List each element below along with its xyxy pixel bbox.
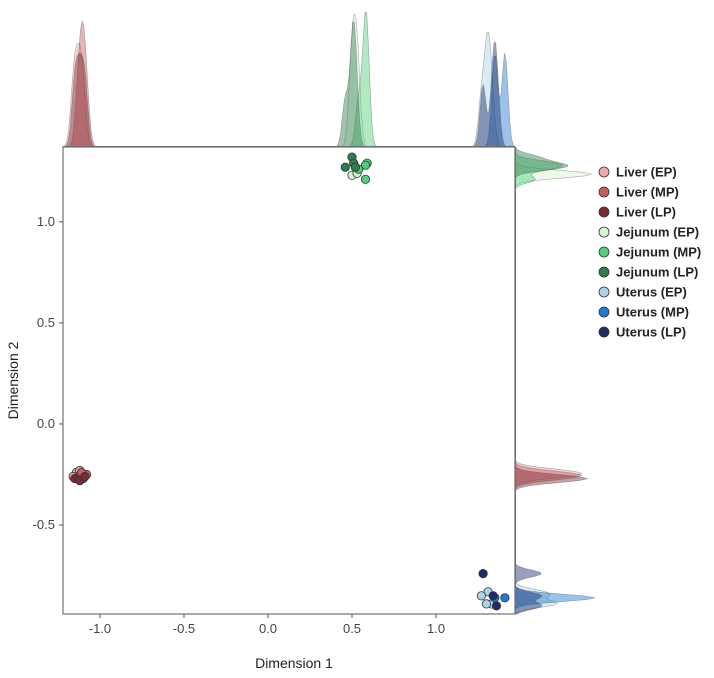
y-axis-title: Dimension 2: [5, 341, 21, 419]
data-point: [350, 162, 360, 172]
legend-swatch: [598, 226, 610, 238]
top-density-curve: [63, 20, 515, 148]
right-marginal-density: [514, 146, 596, 615]
legend-label: Liver (EP): [616, 165, 677, 180]
right-density-curve: [514, 147, 583, 614]
legend-swatch: [598, 326, 610, 338]
legend-swatch: [598, 206, 610, 218]
data-point: [478, 568, 488, 579]
top-density-curve: [63, 31, 515, 148]
data-point: [340, 162, 350, 172]
legend-label: Uterus (MP): [616, 305, 689, 320]
top-marginal-density: [62, 11, 516, 148]
data-point: [360, 160, 371, 170]
top-density-curve: [63, 11, 515, 148]
top-density-curve: [63, 41, 515, 148]
x-axis-title: Dimension 1: [255, 655, 333, 671]
right-density-curve: [514, 147, 564, 614]
data-points: [68, 152, 510, 611]
legend-label: Uterus (EP): [616, 285, 687, 300]
legend-swatch: [598, 306, 610, 318]
y-tick-label: 0.0: [37, 416, 55, 431]
legend-label: Jejunum (LP): [616, 265, 698, 280]
top-density-curve: [63, 21, 515, 148]
legend: Liver (EP) Liver (MP) Liver (LP) Jejunum (E…: [598, 165, 701, 340]
y-tick-label: -0.5: [33, 517, 55, 532]
data-point: [491, 601, 502, 611]
right-density-curve: [514, 147, 543, 615]
right-density-curve: [514, 147, 558, 615]
legend-swatch: [598, 246, 610, 258]
legend-swatch: [598, 186, 610, 198]
x-tick-label: 0.5: [343, 621, 361, 636]
right-density-curve: [514, 147, 583, 614]
y-tick-label: 0.5: [37, 315, 55, 330]
top-density-curve: [63, 52, 516, 148]
data-point: [488, 591, 498, 601]
legend-swatch: [598, 166, 610, 178]
right-density-curve: [514, 147, 596, 614]
legend-label: Uterus (LP): [616, 325, 686, 340]
data-point: [80, 471, 90, 482]
data-point: [360, 174, 371, 184]
top-density-curve: [62, 42, 515, 148]
right-density-curve: [514, 147, 589, 614]
legend-label: Jejunum (MP): [616, 245, 701, 260]
top-density-curve: [62, 52, 515, 148]
data-point: [476, 591, 486, 601]
top-density-curve: [63, 13, 515, 148]
legend-label: Jejunum (EP): [616, 225, 699, 240]
legend-swatch: [598, 266, 610, 278]
right-density-curve: [514, 146, 569, 614]
legend-label: Liver (MP): [616, 185, 679, 200]
legend-swatch: [598, 286, 610, 298]
x-tick-label: 1.0: [427, 621, 445, 636]
x-tick-label: 0.0: [259, 621, 277, 636]
data-point: [481, 599, 491, 609]
plot-panel: [62, 146, 516, 615]
legend-label: Liver (LP): [616, 205, 676, 220]
x-tick-label: -1.0: [89, 621, 111, 636]
right-density-curve: [514, 147, 592, 614]
x-tick-label: -0.5: [173, 621, 195, 636]
data-point: [500, 593, 510, 603]
y-tick-label: 1.0: [37, 214, 55, 229]
axis-ticks: -1.0 -0.5 0.0 0.5 1.0 -0.5 0.0 0.5 1.0: [33, 214, 445, 636]
